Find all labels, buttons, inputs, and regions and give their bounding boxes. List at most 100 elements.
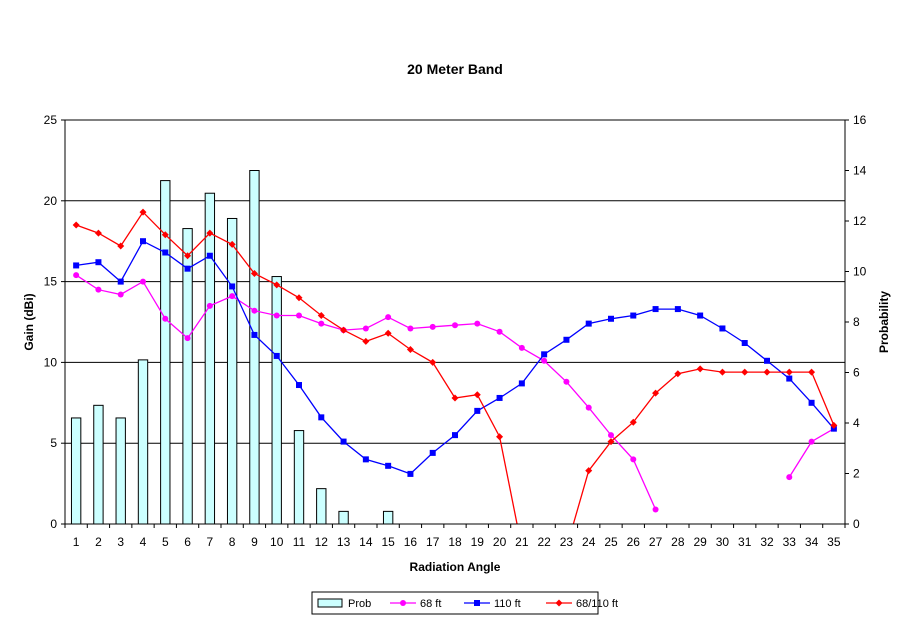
data-point	[474, 320, 481, 327]
data-point	[563, 336, 570, 343]
x-tick-label: 9	[251, 535, 258, 549]
data-point	[808, 438, 815, 445]
legend-marker	[474, 600, 480, 606]
data-point	[830, 421, 838, 429]
data-point	[541, 351, 548, 358]
y2-tick-label: 4	[853, 416, 860, 430]
x-tick-label: 30	[716, 535, 730, 549]
data-point	[384, 329, 392, 337]
x-tick-label: 3	[117, 535, 124, 549]
data-point	[228, 240, 236, 248]
x-tick-label: 2	[95, 535, 102, 549]
data-point	[206, 252, 213, 259]
data-point	[452, 322, 458, 329]
data-point	[452, 432, 458, 439]
x-tick-label: 31	[738, 535, 752, 549]
x-tick-label: 17	[426, 535, 440, 549]
data-point	[72, 221, 80, 229]
y2-tick-label: 8	[853, 315, 860, 329]
data-point	[429, 358, 437, 366]
x-tick-label: 29	[693, 535, 707, 549]
data-point	[451, 394, 459, 402]
data-point	[273, 352, 280, 359]
series-68-ft	[73, 272, 837, 513]
data-point	[608, 432, 614, 439]
data-point	[630, 312, 637, 319]
bar-prob	[226, 217, 238, 525]
data-point	[697, 312, 704, 319]
data-point	[786, 474, 793, 481]
legend-label: 110 ft	[494, 598, 521, 610]
data-point	[674, 370, 682, 378]
data-point	[140, 278, 146, 285]
data-point	[94, 229, 102, 237]
data-point	[630, 456, 637, 463]
legend-label: 68/110 ft	[576, 598, 618, 610]
x-tick-label: 28	[671, 535, 685, 549]
data-point	[585, 467, 593, 475]
x-tick-label: 8	[229, 535, 236, 549]
data-point	[95, 259, 102, 266]
data-point	[140, 238, 146, 245]
plot-area	[65, 120, 845, 524]
bar-prob	[70, 417, 82, 525]
data-point	[340, 438, 347, 445]
data-point	[250, 270, 258, 278]
legend-swatch-prob	[317, 598, 343, 608]
y2-tick-label: 6	[853, 366, 860, 380]
data-point	[785, 368, 793, 376]
legend-marker	[555, 599, 563, 607]
data-point	[719, 325, 726, 332]
data-point	[608, 315, 614, 322]
x-tick-label: 35	[827, 535, 841, 549]
data-point	[808, 399, 815, 406]
data-point	[652, 306, 659, 313]
data-point	[718, 368, 726, 376]
x-tick-label: 26	[627, 535, 641, 549]
data-point	[563, 378, 570, 385]
x-tick-label: 23	[560, 535, 574, 549]
legend-label: Prob	[348, 598, 371, 610]
y-tick-label: 0	[50, 517, 57, 531]
y2-tick-label: 2	[853, 467, 860, 481]
x-axis-title: Radiation Angle	[410, 560, 501, 574]
bar-prob	[293, 430, 305, 525]
bar-prob	[382, 510, 394, 525]
data-point	[317, 312, 325, 320]
data-point	[429, 449, 436, 456]
bar-prob	[316, 488, 327, 525]
data-point	[407, 470, 414, 477]
data-point	[117, 291, 124, 298]
x-tick-label: 5	[162, 535, 169, 549]
x-tick-label: 20	[493, 535, 507, 549]
data-point	[763, 368, 771, 376]
data-point	[273, 312, 280, 319]
legend	[311, 591, 599, 615]
data-point	[117, 278, 124, 285]
series-68-110-ft	[72, 208, 838, 524]
data-point	[541, 357, 548, 364]
data-point	[229, 293, 236, 300]
y-tick-label: 25	[44, 113, 58, 127]
data-point	[407, 325, 414, 332]
data-point	[117, 242, 125, 250]
y2-axis-title: Probability	[877, 291, 891, 353]
data-point	[161, 231, 169, 239]
data-point	[652, 506, 659, 513]
x-tick-label: 18	[448, 535, 462, 549]
data-point	[229, 283, 236, 290]
bar-prob	[137, 359, 149, 525]
bar-prob	[182, 228, 193, 525]
x-tick-label: 15	[381, 535, 395, 549]
data-point	[184, 252, 192, 260]
x-tick-label: 14	[359, 535, 373, 549]
chart-subtitle: 20 Meter Band	[407, 61, 503, 77]
legend-label: 68 ft	[420, 598, 441, 610]
data-point	[295, 294, 303, 302]
y2-tick-label: 12	[853, 214, 867, 228]
y2-tick-label: 16	[853, 113, 867, 127]
data-point	[362, 325, 369, 332]
data-point	[496, 394, 503, 401]
data-point	[318, 320, 325, 327]
x-tick-label: 21	[515, 535, 529, 549]
